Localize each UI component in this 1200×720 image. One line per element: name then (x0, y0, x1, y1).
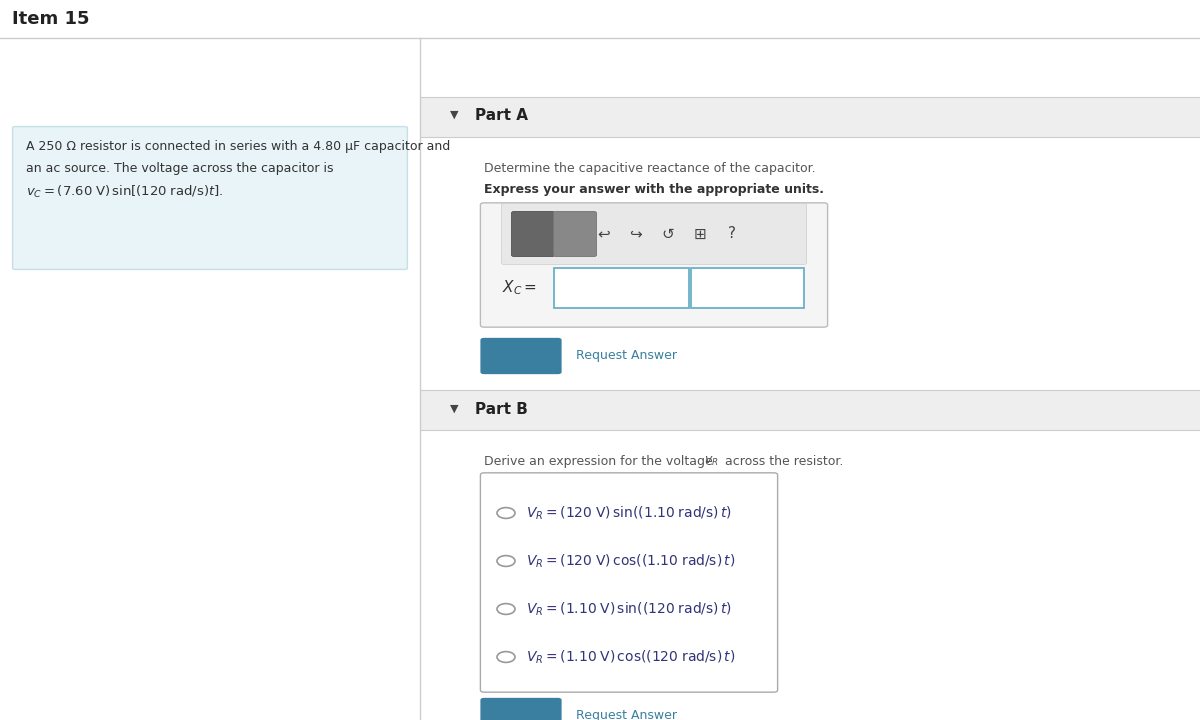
Text: ↺: ↺ (661, 227, 674, 241)
Text: ↩: ↩ (598, 227, 611, 241)
Text: across the resistor.: across the resistor. (721, 455, 844, 468)
FancyBboxPatch shape (502, 204, 806, 264)
Text: Derive an expression for the voltage: Derive an expression for the voltage (484, 455, 716, 468)
Text: $V_R = (120\;\mathrm{V})\,\sin((1.10\;\mathrm{rad/s})\,t)$: $V_R = (120\;\mathrm{V})\,\sin((1.10\;\m… (526, 504, 732, 522)
Text: Express your answer with the appropriate units.: Express your answer with the appropriate… (484, 183, 824, 196)
Text: ↩: ↩ (598, 227, 611, 241)
Text: ?: ? (728, 227, 736, 241)
Text: ↺: ↺ (661, 227, 674, 241)
Text: $V_R = (1.10\;\mathrm{V})\,\sin((120\;\mathrm{rad/s})\,t)$: $V_R = (1.10\;\mathrm{V})\,\sin((120\;\m… (526, 600, 732, 618)
Text: ▼: ▼ (450, 110, 458, 120)
FancyBboxPatch shape (480, 473, 778, 692)
FancyBboxPatch shape (517, 230, 529, 242)
FancyBboxPatch shape (553, 212, 596, 256)
Text: $V_R = (1.10\;\mathrm{V})\,\cos((120\;\mathrm{rad/s})\,t)$: $V_R = (1.10\;\mathrm{V})\,\cos((120\;\m… (526, 648, 736, 666)
Text: Part A: Part A (475, 107, 528, 122)
FancyBboxPatch shape (480, 203, 828, 327)
Text: $V_R = (120\;\mathrm{V})\,\cos((1.10\;\mathrm{rad/s})\,t)$: $V_R = (120\;\mathrm{V})\,\cos((1.10\;\m… (526, 552, 736, 570)
FancyBboxPatch shape (421, 97, 1200, 137)
Text: μA: μA (568, 229, 582, 239)
Text: ?: ? (728, 227, 736, 241)
Text: Value: Value (600, 281, 642, 295)
FancyBboxPatch shape (13, 127, 408, 269)
Text: Request Answer: Request Answer (576, 709, 677, 720)
Text: $v_C = (7.60\;\mathrm{V})\,\sin[(120\;\mathrm{rad/s})t].$: $v_C = (7.60\;\mathrm{V})\,\sin[(120\;\m… (26, 184, 223, 200)
Text: A 250 Ω resistor is connected in series with a 4.80 μF capacitor and: A 250 Ω resistor is connected in series … (26, 140, 450, 153)
Text: ↪: ↪ (630, 227, 642, 241)
Text: Determine the capacitive reactance of the capacitor.: Determine the capacitive reactance of th… (484, 162, 816, 175)
FancyBboxPatch shape (480, 698, 562, 720)
Text: Item 15: Item 15 (12, 10, 90, 28)
FancyBboxPatch shape (511, 212, 554, 256)
Text: Units: Units (727, 281, 767, 295)
Text: Submit: Submit (494, 709, 547, 720)
FancyBboxPatch shape (517, 215, 529, 227)
Text: an ac source. The voltage across the capacitor is: an ac source. The voltage across the cap… (26, 162, 334, 175)
FancyBboxPatch shape (532, 230, 544, 242)
Text: ↪: ↪ (630, 227, 642, 241)
Text: ⊞: ⊞ (694, 227, 707, 241)
FancyBboxPatch shape (554, 268, 689, 308)
Text: Request Answer: Request Answer (576, 349, 677, 362)
FancyBboxPatch shape (480, 338, 562, 374)
Text: $v_R$: $v_R$ (704, 455, 719, 468)
Text: Submit: Submit (494, 349, 547, 362)
Text: ▼: ▼ (450, 404, 458, 414)
Text: μA: μA (568, 229, 583, 239)
Text: Part B: Part B (475, 402, 528, 416)
Text: $X_C =$: $X_C =$ (502, 279, 538, 297)
FancyBboxPatch shape (511, 212, 554, 256)
FancyBboxPatch shape (691, 268, 804, 308)
FancyBboxPatch shape (553, 212, 596, 256)
FancyBboxPatch shape (421, 390, 1200, 430)
Text: ⊞: ⊞ (694, 227, 707, 241)
FancyBboxPatch shape (532, 215, 544, 227)
